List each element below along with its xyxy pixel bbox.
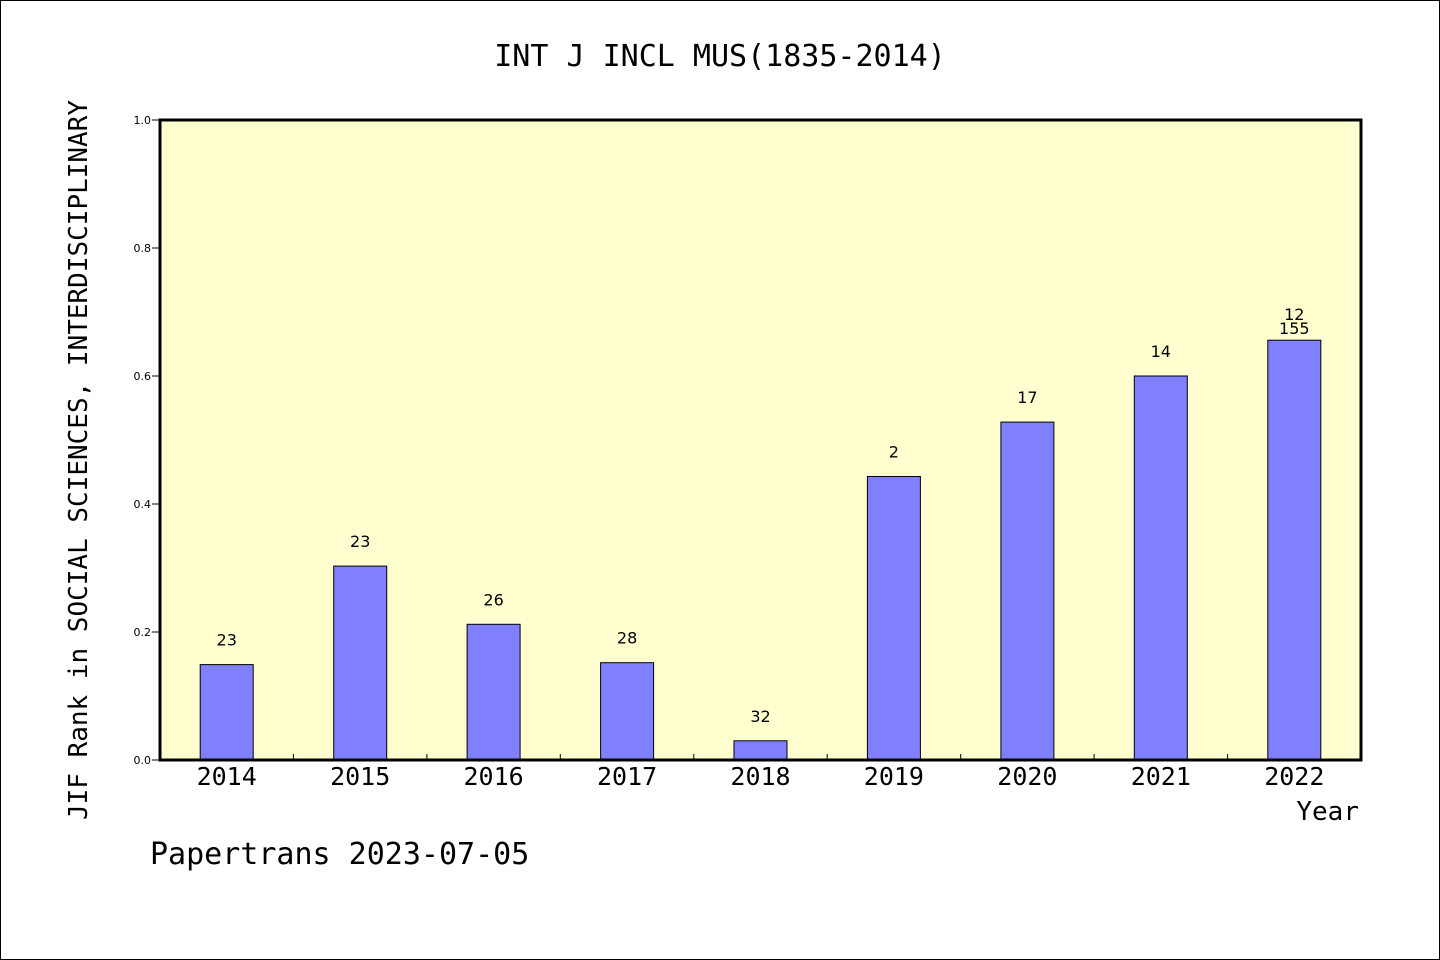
x-tick-label-2019: 2019 (864, 762, 924, 791)
bar-2016 (466, 623, 521, 761)
bar-label-2017: 28 (617, 629, 637, 648)
bar-label-2015: 23 (350, 532, 370, 551)
y-tick-label: 0.4 (134, 498, 152, 511)
x-tick-label-2014: 2014 (197, 762, 257, 791)
bar-2019 (866, 476, 921, 761)
bar-2017 (600, 662, 655, 761)
footer-watermark: Papertrans 2023-07-05 (150, 837, 529, 872)
bar-label-2014: 23 (217, 631, 237, 650)
bar-label-2022: 155 (1279, 319, 1310, 338)
bar-label-2020: 17 (1017, 388, 1037, 407)
plot-border (158, 118, 1363, 762)
x-tick-label-2016: 2016 (463, 762, 523, 791)
bar-2018 (733, 740, 788, 761)
bar-2021 (1133, 375, 1188, 761)
bar-2020 (1000, 421, 1055, 761)
bar-label-2019: 2 (889, 443, 899, 462)
bar-2014 (199, 664, 254, 761)
y-axis-label: JIF Rank in SOCIAL SCIENCES, INTERDISCIP… (64, 100, 94, 820)
y-tick-label: 1.0 (134, 114, 152, 127)
bar-label-2018: 32 (750, 707, 770, 726)
y-tick-label: 0.8 (134, 242, 152, 255)
x-ticks-group: 2014 2015 2016 2017 2018 2019 2020 2021 2022 (197, 754, 1324, 791)
bar-label-2021: 14 (1151, 342, 1171, 361)
bar-2015 (333, 565, 388, 761)
x-tick-label-2018: 2018 (730, 762, 790, 791)
x-axis-label: Year (1296, 797, 1359, 827)
bar-2022 (1267, 339, 1322, 761)
y-tick-label: 0.6 (134, 370, 152, 383)
x-tick-label-2020: 2020 (997, 762, 1057, 791)
bar-label-2016: 26 (483, 590, 503, 609)
chart-title: INT J INCL MUS(1835-2014) (494, 39, 946, 74)
x-tick-label-2022: 2022 (1264, 762, 1324, 791)
y-ticks-group: 0.0 0.2 0.4 0.6 0.8 1.0 (134, 114, 160, 767)
x-tick-label-2017: 2017 (597, 762, 657, 791)
bars-group (199, 339, 1322, 761)
bar-extra-label-2022: 12 (1284, 305, 1304, 324)
y-tick-label: 0.0 (134, 754, 152, 767)
y-tick-label: 0.2 (134, 626, 152, 639)
x-tick-label-2015: 2015 (330, 762, 390, 791)
x-tick-label-2021: 2021 (1131, 762, 1191, 791)
